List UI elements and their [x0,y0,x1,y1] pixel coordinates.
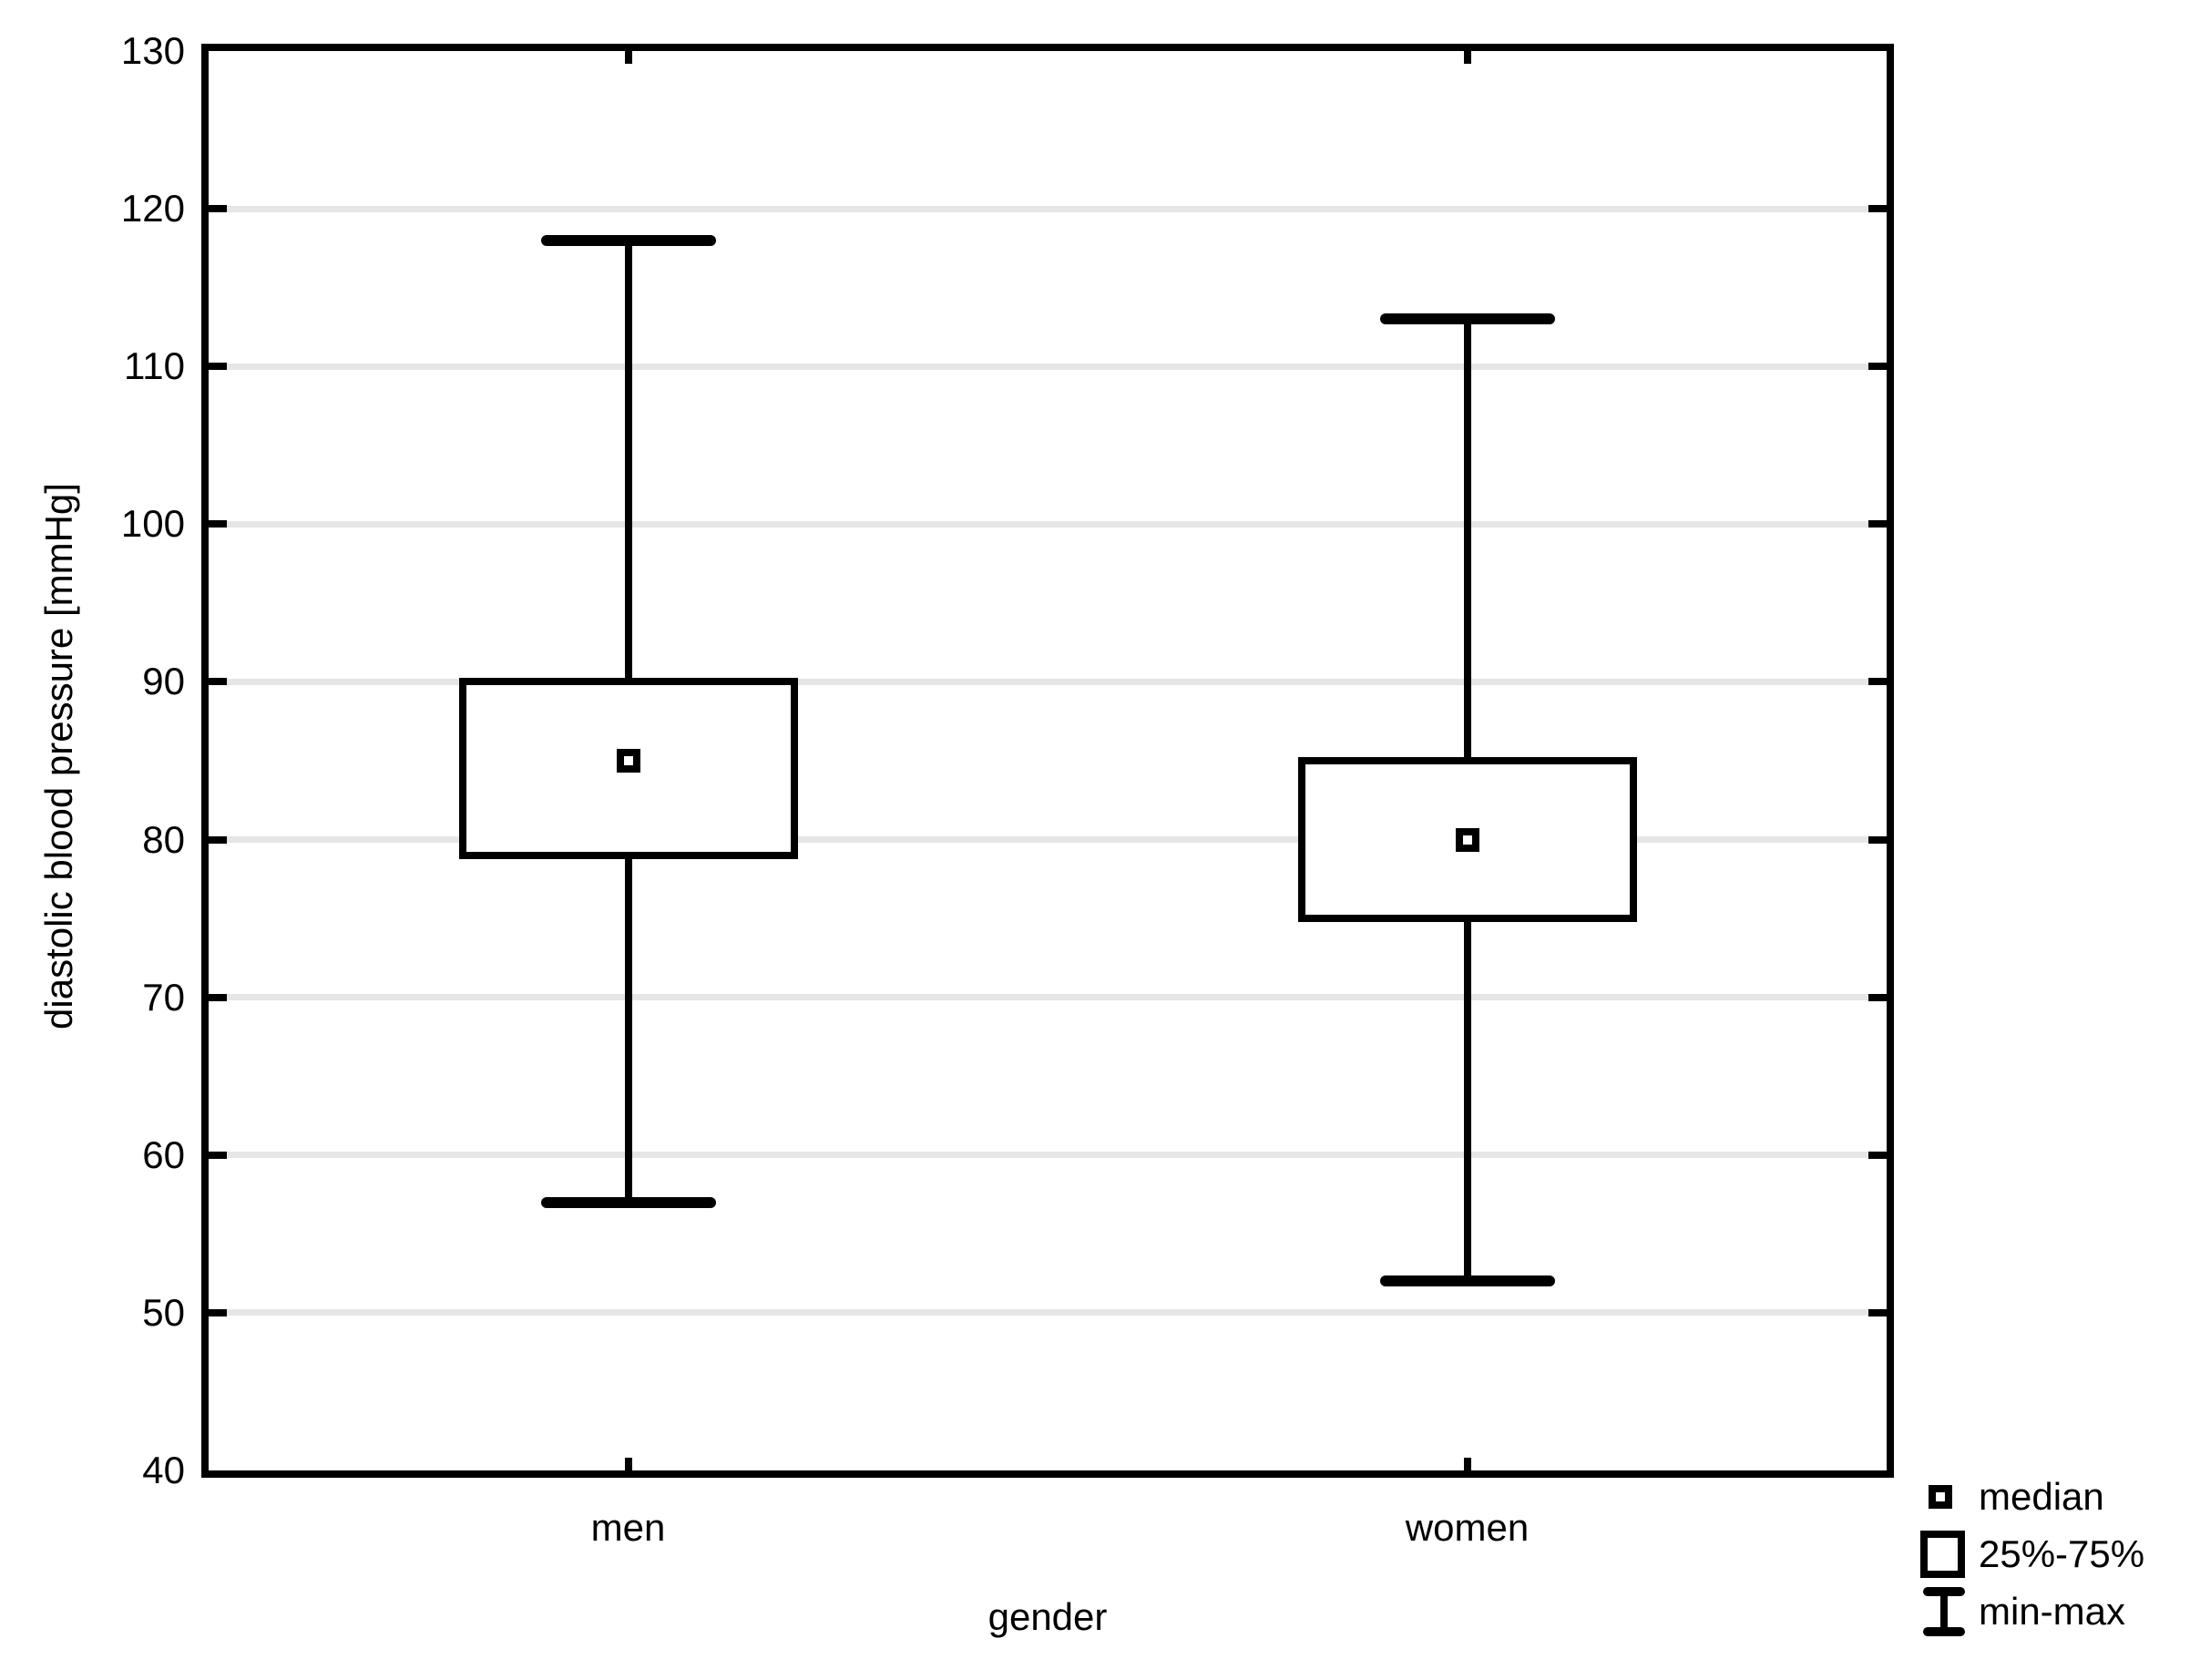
y-tick-right-60 [1868,1151,1887,1159]
women-x-tick-bottom [1463,1458,1471,1470]
men-max-cap [540,234,716,246]
men-x-tick-bottom [624,1458,632,1470]
legend-iqr-label: 25%-75% [1979,1532,2145,1575]
gridline-90 [209,678,1887,685]
y-tick-left-100 [209,520,227,528]
plot-area [201,44,1894,1478]
y-tick-right-90 [1868,678,1887,686]
women-max-cap [1379,313,1555,325]
legend-iqr-box-icon [1920,1531,1965,1578]
women-x-tick-top [1463,51,1471,64]
y-tick-right-120 [1868,205,1887,213]
y-tick-left-60 [209,1151,227,1159]
gridline-100 [209,520,1887,528]
y-tick-label-90: 90 [142,660,185,703]
gridline-120 [209,205,1887,212]
y-tick-label-40: 40 [142,1449,185,1491]
y-tick-right-80 [1868,835,1887,844]
y-tick-right-110 [1868,363,1887,371]
gridline-60 [209,1152,1887,1159]
y-tick-left-110 [209,363,227,371]
y-tick-label-110: 110 [124,344,185,388]
legend-minmax-stem [1940,1587,1948,1636]
y-tick-label-60: 60 [142,1132,185,1176]
women-min-cap [1379,1275,1555,1287]
women-iqr-box [1297,757,1637,923]
x-category-label-women: women [1405,1506,1530,1549]
y-tick-left-50 [209,1308,227,1316]
legend-minmax-label: min-max [1979,1590,2126,1633]
gridline-70 [209,994,1887,1001]
y-tick-left-80 [209,835,227,844]
x-category-label-men: men [590,1506,666,1549]
men-min-cap [540,1196,716,1208]
y-tick-label-70: 70 [142,975,185,1019]
y-tick-left-70 [209,993,227,1001]
men-median-marker [616,749,640,773]
y-tick-label-50: 50 [142,1290,185,1334]
legend-median-label: median [1979,1475,2104,1518]
y-tick-right-100 [1868,520,1887,528]
legend-minmax-whisker-icon [1923,1587,1965,1636]
y-tick-right-70 [1868,993,1887,1001]
men-x-tick-top [624,51,632,64]
y-tick-label-130: 130 [120,29,185,72]
y-tick-label-120: 120 [120,187,185,230]
women-median-marker [1455,827,1479,852]
gridline-50 [209,1309,1887,1316]
y-tick-left-120 [209,205,227,213]
legend-median-marker-icon [1929,1485,1952,1509]
y-tick-right-50 [1868,1308,1887,1316]
legend-minmax-cap-bottom [1923,1627,1965,1636]
x-axis-title: gender [987,1595,1108,1638]
gridline-80 [209,836,1887,844]
y-tick-label-100: 100 [120,502,185,546]
y-tick-left-90 [209,678,227,686]
gridline-110 [209,363,1887,370]
y-tick-label-80: 80 [142,817,185,861]
